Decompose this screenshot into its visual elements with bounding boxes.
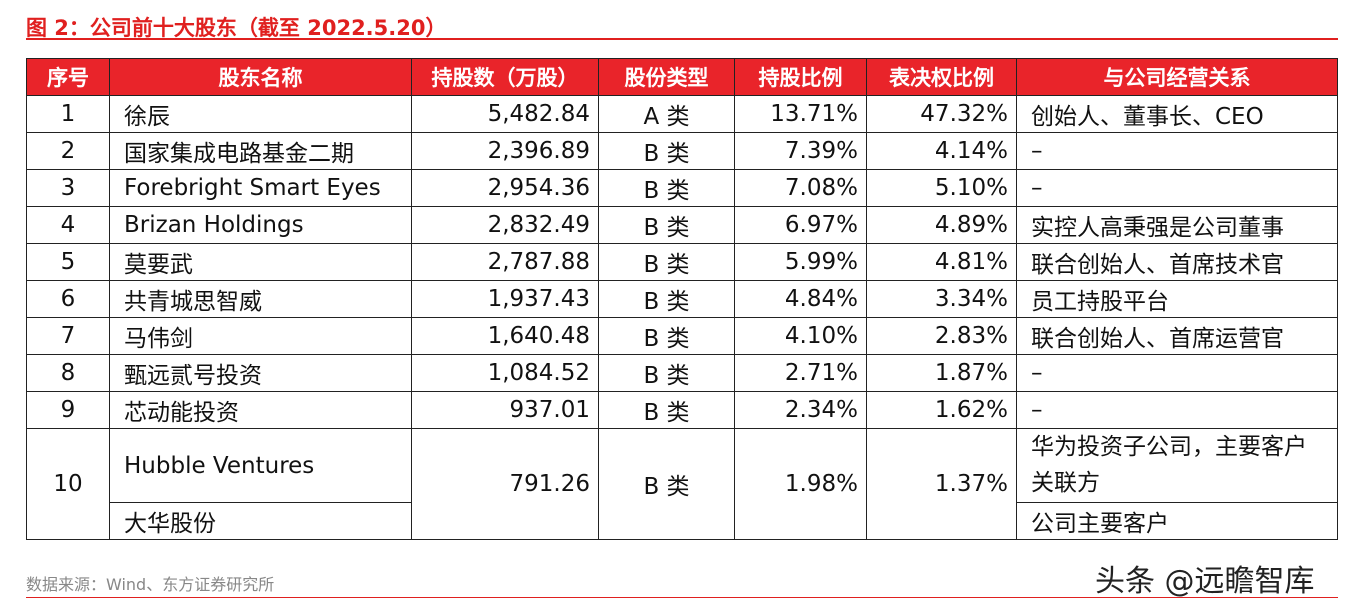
table-cell: 国家集成电路基金二期 xyxy=(109,132,412,170)
table-row: 4 Brizan Holdings 2,832.49 B 类 6.97% 4.89% 实控人… xyxy=(26,206,1338,244)
table-row: 5 莫要武 2,787.88 B 类 5.99% 4.81% 联合创始人、首席技术官 xyxy=(26,243,1338,281)
table-cell: 4.84% xyxy=(734,280,867,318)
table-cell: 联合创始人、首席运营官 xyxy=(1016,317,1338,355)
table-cell: 3 xyxy=(26,169,110,207)
table-cell: 8 xyxy=(26,354,110,392)
table-cell: 实控人高秉强是公司董事 xyxy=(1016,206,1338,244)
table-cell: 1 xyxy=(26,95,110,133)
table-cell: – xyxy=(1016,169,1338,207)
table-cell: 创始人、董事长、CEO xyxy=(1016,95,1338,133)
table-cell: B 类 xyxy=(598,428,735,540)
table-cell: B 类 xyxy=(598,317,735,355)
table-cell: 1.62% xyxy=(866,391,1017,429)
watermark: 头条 @远瞻智库 xyxy=(1095,564,1315,599)
column-header: 股东名称 xyxy=(109,58,412,96)
table-cell: B 类 xyxy=(598,391,735,429)
title-rule xyxy=(26,38,1338,40)
table-cell: 2,954.36 xyxy=(411,169,599,207)
table-cell: 47.32% xyxy=(866,95,1017,133)
table-row: 1 徐辰 5,482.84 A 类 13.71% 47.32% 创始人、董事长、CEO xyxy=(26,95,1338,133)
table-cell: – xyxy=(1016,132,1338,170)
table-cell: 6 xyxy=(26,280,110,318)
column-header: 序号 xyxy=(26,58,110,96)
table-cell: 10 xyxy=(26,428,110,540)
table-row: 7 马伟剑 1,640.48 B 类 4.10% 2.83% 联合创始人、首席运营官 xyxy=(26,317,1338,355)
table-cell: 4.10% xyxy=(734,317,867,355)
figure-title: 图 2：公司前十大股东（截至 2022.5.20） xyxy=(26,16,447,40)
table-cell: 1.37% xyxy=(866,428,1017,540)
table-cell: 甄远贰号投资 xyxy=(109,354,412,392)
table-row: 大华股份 公司主要客户 xyxy=(27,502,1338,540)
table-cell: 2,787.88 xyxy=(411,243,599,281)
table-cell: 5 xyxy=(26,243,110,281)
table-cell: 5.99% xyxy=(734,243,867,281)
column-header: 表决权比例 xyxy=(866,58,1017,96)
table-cell: Hubble Ventures xyxy=(109,428,412,503)
footer-rule xyxy=(26,597,1338,598)
table-cell: 2.34% xyxy=(734,391,867,429)
table-cell: 员工持股平台 xyxy=(1016,280,1338,318)
table-cell: 1.87% xyxy=(866,354,1017,392)
table-row: 10 Hubble Ventures 791.26 B 类 1.98% 1.37% 华为投资… xyxy=(26,428,1338,540)
table-cell: 1.98% xyxy=(734,428,867,540)
shareholder-table: 序号 股东名称 持股数（万股） 股份类型 持股比例 表决权比例 与公司经营关系 1 徐辰 5,4… xyxy=(26,58,1338,540)
table-cell: 5,482.84 xyxy=(411,95,599,133)
table-row: 9 芯动能投资 937.01 B 类 2.34% 1.62% – xyxy=(26,391,1338,429)
table-row: 8 甄远贰号投资 1,084.52 B 类 2.71% 1.87% – xyxy=(26,354,1338,392)
table-cell: 4.81% xyxy=(866,243,1017,281)
table-cell: B 类 xyxy=(598,132,735,170)
table-cell: – xyxy=(1016,354,1338,392)
table-cell: Brizan Holdings xyxy=(109,206,412,244)
column-header: 股份类型 xyxy=(598,58,735,96)
table-cell: 华为投资子公司，主要客户关联方 xyxy=(1016,428,1338,503)
header-row: 序号 股东名称 持股数（万股） 股份类型 持股比例 表决权比例 与公司经营关系 xyxy=(26,58,1338,96)
source-note: 数据来源：Wind、东方证券研究所 xyxy=(26,575,275,594)
table-row: 6 共青城思智威 1,937.43 B 类 4.84% 3.34% 员工持股平台 xyxy=(26,280,1338,318)
table-cell: 6.97% xyxy=(734,206,867,244)
table-cell: 共青城思智威 xyxy=(109,280,412,318)
column-header: 持股数（万股） xyxy=(411,58,599,96)
table-cell: 2.71% xyxy=(734,354,867,392)
table-cell: 徐辰 xyxy=(109,95,412,133)
table-cell: 937.01 xyxy=(411,391,599,429)
table-cell: 2,832.49 xyxy=(411,206,599,244)
table-cell: 5.10% xyxy=(866,169,1017,207)
table-cell: 芯动能投资 xyxy=(109,391,412,429)
table-cell: 公司主要客户 xyxy=(1016,502,1338,540)
table-cell: 13.71% xyxy=(734,95,867,133)
table-cell: – xyxy=(1016,391,1338,429)
table-cell: 4.89% xyxy=(866,206,1017,244)
table-cell: B 类 xyxy=(598,169,735,207)
table-cell: 2.83% xyxy=(866,317,1017,355)
table-cell: B 类 xyxy=(598,354,735,392)
table-cell: 7.08% xyxy=(734,169,867,207)
table-cell: 791.26 xyxy=(411,428,599,540)
column-header: 持股比例 xyxy=(734,58,867,96)
table-cell: 7 xyxy=(26,317,110,355)
table-cell: B 类 xyxy=(598,243,735,281)
column-header: 与公司经营关系 xyxy=(1016,58,1338,96)
table-cell: 3.34% xyxy=(866,280,1017,318)
table-cell: 联合创始人、首席技术官 xyxy=(1016,243,1338,281)
table-row: 2 国家集成电路基金二期 2,396.89 B 类 7.39% 4.14% – xyxy=(26,132,1338,170)
table-cell: 9 xyxy=(26,391,110,429)
table-cell: 马伟剑 xyxy=(109,317,412,355)
table-cell: 2 xyxy=(26,132,110,170)
table-cell: 1,084.52 xyxy=(411,354,599,392)
table-cell: 4.14% xyxy=(866,132,1017,170)
table-cell: B 类 xyxy=(598,280,735,318)
table-cell: 2,396.89 xyxy=(411,132,599,170)
table-cell: 4 xyxy=(26,206,110,244)
table-row: 3 Forebright Smart Eyes 2,954.36 B 类 7.08% 5.… xyxy=(26,169,1338,207)
table-cell: A 类 xyxy=(598,95,735,133)
table-cell: 莫要武 xyxy=(109,243,412,281)
table-cell: B 类 xyxy=(598,206,735,244)
table-cell: 1,937.43 xyxy=(411,280,599,318)
table-cell: 1,640.48 xyxy=(411,317,599,355)
table-cell: 大华股份 xyxy=(109,502,412,540)
table-cell: 7.39% xyxy=(734,132,867,170)
table-cell: Forebright Smart Eyes xyxy=(109,169,412,207)
